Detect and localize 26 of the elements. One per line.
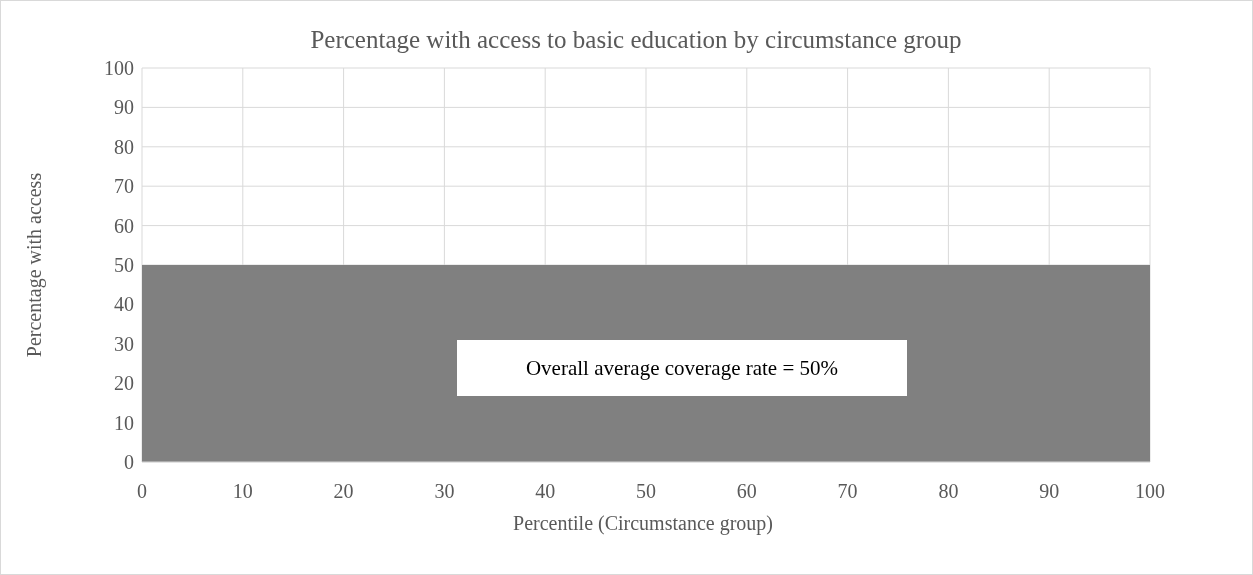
y-tick-label: 90 (114, 96, 134, 119)
x-tick-label: 70 (837, 480, 858, 502)
y-tick-label: 60 (114, 214, 134, 237)
x-tick-label: 80 (938, 480, 959, 502)
y-tick-label: 20 (114, 372, 134, 395)
x-tick-label: 60 (736, 480, 757, 502)
y-tick-label: 50 (114, 254, 134, 276)
y-tick-label: 0 (124, 451, 134, 473)
x-axis-title: Percentile (Circumstance group) (513, 512, 773, 535)
y-tick-label: 100 (104, 57, 134, 79)
x-tick-label: 40 (535, 480, 556, 502)
y-tick-label: 80 (114, 135, 134, 158)
x-tick-label: 30 (434, 480, 455, 502)
y-tick-label: 10 (114, 411, 134, 434)
x-tick-label: 20 (333, 480, 354, 502)
y-tick-label: 40 (114, 293, 134, 316)
x-tick-label: 10 (232, 480, 253, 502)
chart-title: Percentage with access to basic education by circumstance group (310, 26, 962, 53)
y-tick-label: 70 (114, 175, 134, 198)
note-box: Overall average coverage rate = 50% (457, 340, 907, 396)
x-tick-label: 90 (1039, 480, 1060, 502)
x-tick-label: 50 (636, 480, 656, 502)
annotation: Overall average coverage rate = 50% (525, 356, 839, 381)
y-axis-title: Percentage with access (23, 172, 46, 358)
y-tick-label: 30 (114, 332, 134, 355)
x-tick-label: 100 (1135, 480, 1165, 502)
